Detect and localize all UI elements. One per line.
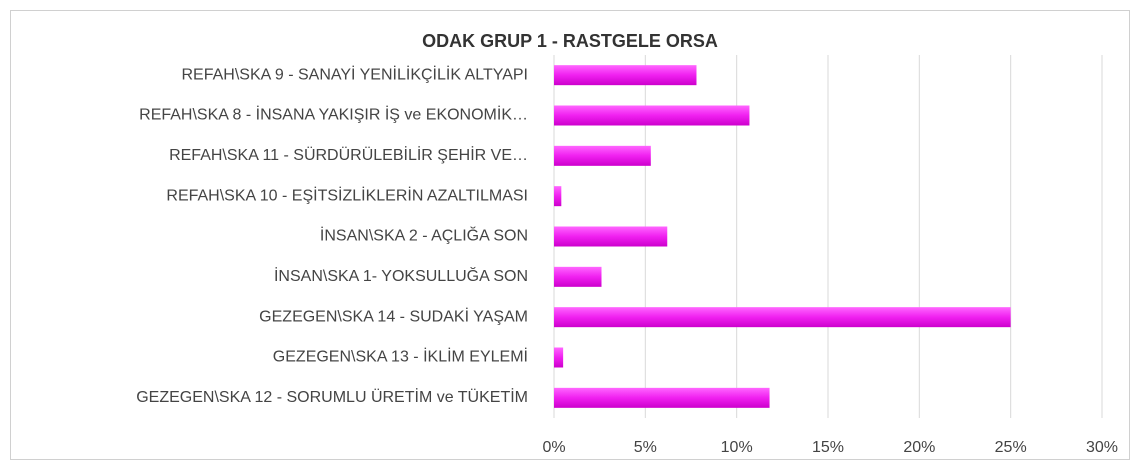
- bar: [554, 186, 562, 207]
- bar: [554, 65, 697, 86]
- x-tick-label: 15%: [812, 439, 844, 456]
- bar: [554, 145, 651, 166]
- x-tick-label: 20%: [903, 439, 935, 456]
- x-tick-label: 10%: [721, 439, 753, 456]
- y-tick-label: REFAH\SKA 10 - EŞİTSİZLİKLERİN AZALTILMA…: [166, 185, 528, 204]
- y-tick-label: İNSAN\SKA 2 - AÇLIĞA SON: [320, 226, 528, 245]
- bar: [554, 105, 750, 126]
- y-tick-label: İNSAN\SKA 1- YOKSULLUĞA SON: [274, 266, 528, 285]
- y-tick-label: GEZEGEN\SKA 14 - SUDAKİ YAŞAM: [259, 306, 528, 325]
- y-tick-label: GEZEGEN\SKA 13 - İKLİM EYLEMİ: [273, 347, 528, 366]
- x-tick-label: 25%: [995, 439, 1027, 456]
- chart-title: ODAK GRUP 1 - RASTGELE ORSA: [422, 31, 718, 51]
- x-tick-label: 5%: [634, 439, 657, 456]
- bar: [554, 266, 602, 287]
- y-tick-label: GEZEGEN\SKA 12 - SORUMLU ÜRETİM ve TÜKET…: [136, 387, 528, 406]
- bar: [554, 347, 564, 368]
- y-tick-label: REFAH\SKA 11 - SÜRDÜRÜLEBİLİR ŞEHİR VE…: [169, 145, 528, 164]
- y-tick-label: REFAH\SKA 8 - İNSANA YAKIŞIR İŞ ve EKONO…: [139, 105, 528, 124]
- bar: [554, 226, 668, 247]
- x-tick-label: 0%: [542, 439, 565, 456]
- x-tick-label: 30%: [1086, 439, 1118, 456]
- bar: [554, 387, 770, 408]
- y-tick-label: REFAH\SKA 9 - SANAYİ YENİLİKÇİLİK ALTYAP…: [181, 64, 528, 83]
- bar: [554, 307, 1011, 328]
